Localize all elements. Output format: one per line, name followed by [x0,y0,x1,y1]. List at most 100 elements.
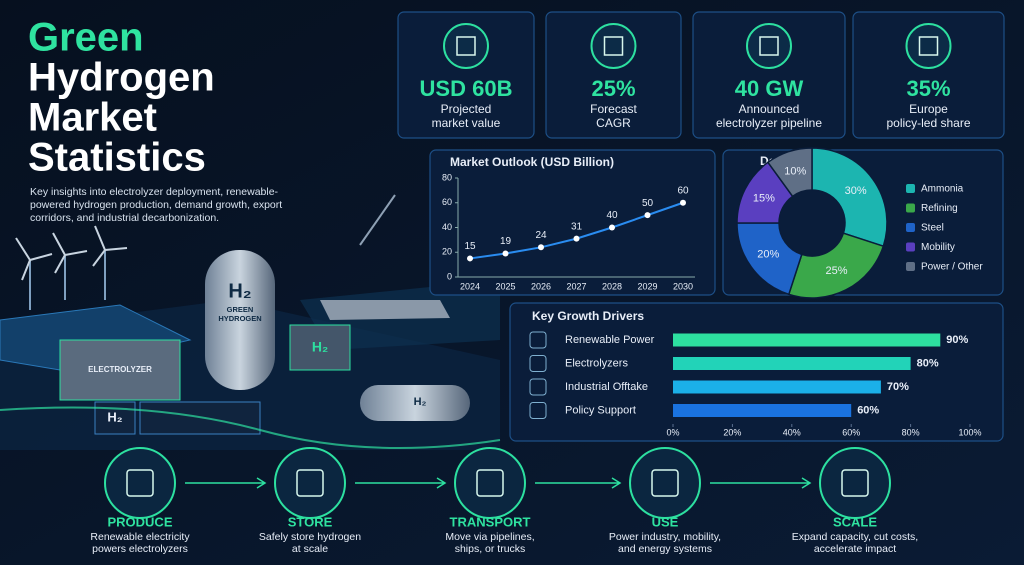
bar [673,333,941,347]
step-text: Expand capacity, cut costs, [792,531,918,543]
data-label: 60% [857,404,879,416]
bar [673,380,881,394]
stat-value: USD 60B [420,76,513,101]
point [538,244,544,251]
title-line: Statistics [28,136,206,180]
category-label: Renewable Power [565,334,655,346]
category-label: Policy Support [565,404,636,416]
step-text: accelerate impact [814,543,896,555]
x-tick-label: 2027 [566,281,586,291]
step-icon [629,447,701,519]
stat-value: 40 GW [735,76,804,101]
chart-panel [509,302,1004,442]
data-label: 40 [606,210,618,221]
y-tick-label: 60 [442,197,452,207]
y-tick-label: 40 [442,222,452,232]
stat-icon [590,23,637,69]
chart-title: Market Outlook (USD Billion) [450,155,614,169]
subtitle-line: corridors, and industrial decarbonizatio… [30,212,219,224]
step-glyph [296,469,324,497]
x-tick-label: 2029 [637,281,657,291]
legend-label: Refining [921,203,958,214]
point [680,199,686,206]
stat-card [692,11,846,139]
point [467,255,473,262]
row-icon [529,402,547,419]
data-label: 19 [500,236,512,247]
data-label: 15 [464,241,476,252]
stat-icon-glyph [603,36,624,56]
x-tick-label: 100% [958,427,981,437]
step-icon [274,447,346,519]
x-tick-label: 2026 [531,281,551,291]
stat-label: Projected [441,102,492,116]
slice-label: 30% [845,185,867,197]
step-title: USE [652,514,679,529]
subtitle-line: powered hydrogen production, demand grow… [30,199,282,211]
tank-symbol: H₂ [228,280,251,302]
y-tick-label: 0 [447,271,452,281]
point [609,224,615,231]
step-icon [819,447,891,519]
chart-title: Key Growth Drivers [532,309,644,323]
step-glyph [841,469,869,497]
stat-label: electrolyzer pipeline [716,116,822,130]
stat-label: Europe [909,102,948,116]
stat-label: market value [432,116,501,130]
step-glyph [651,469,679,497]
donut-slice [811,147,888,248]
step-text: powers electrolyzers [92,543,188,555]
tank-label: GREEN [227,305,254,314]
step-icon [104,447,176,519]
point [573,235,580,242]
data-label: 70% [887,381,909,393]
legend-label: Mobility [921,242,955,253]
electrolyzer [59,339,181,401]
data-label: 24 [535,230,547,241]
point [502,250,509,257]
stat-icon [746,23,792,69]
legend-swatch [906,242,915,252]
electrolyzer-label: ELECTROLYZER [88,365,152,374]
x-tick-label: 2028 [602,281,622,291]
x-tick-label: 20% [723,427,741,437]
chart-panel [429,149,716,296]
y-tick-label: 20 [442,247,452,257]
donut-slice [787,232,885,299]
step-text: Renewable electricity [90,531,190,543]
subtitle-line: Key insights into electrolyzer deploymen… [30,186,279,198]
stat-icon-glyph [456,36,476,56]
slice-label: 15% [753,192,775,204]
title-line: Market [28,96,157,140]
y-tick-label: 80 [442,172,452,182]
row-icon [529,355,547,372]
row-icon [529,331,547,349]
data-label: 50 [642,198,654,209]
step-text: Move via pipelines, [445,531,534,543]
stat-label: Announced [739,102,800,116]
category-label: Electrolyzers [565,357,628,369]
point [644,212,651,219]
stat-value: 35% [906,76,950,101]
step-icon [454,447,526,519]
step-glyph [476,469,504,497]
step-title: SCALE [833,514,877,529]
x-tick-label: 2024 [460,281,480,291]
row-icon [529,378,547,396]
data-label: 80% [917,357,939,369]
stat-icon [443,23,489,69]
step-text: ships, or trucks [455,543,526,555]
slice-label: 25% [825,265,847,277]
x-tick-label: 60% [842,427,860,437]
tank [205,250,275,390]
legend-swatch [906,203,915,213]
stat-icon-glyph [759,36,779,56]
bar [673,357,911,370]
step-title: PRODUCE [107,514,172,529]
step-text: and energy systems [618,543,712,555]
stat-label: policy-led share [886,116,970,130]
data-label: 60 [677,185,689,196]
donut-slice [766,147,813,198]
trailer-tank [360,385,470,421]
